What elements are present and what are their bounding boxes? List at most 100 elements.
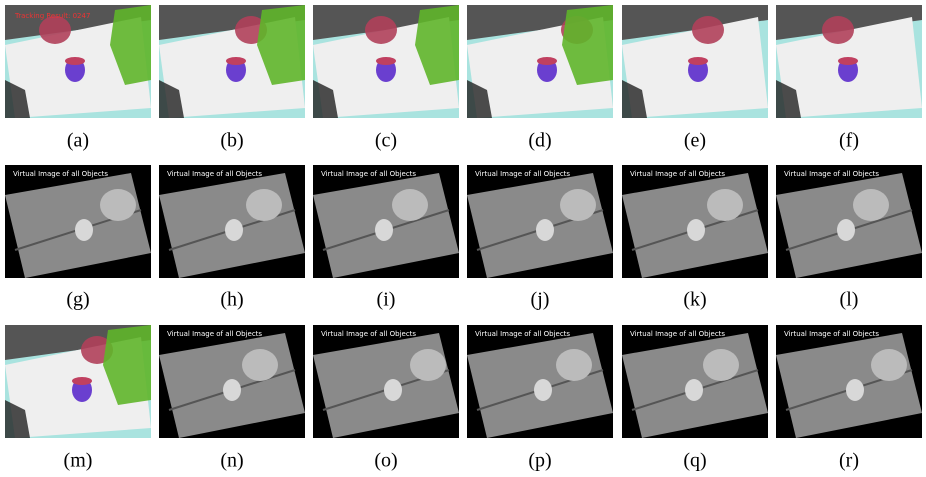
panel-image <box>5 325 151 438</box>
overlay-text: Virtual Image of all Objects <box>321 330 416 338</box>
image-content <box>622 5 768 118</box>
panel-image <box>776 5 922 118</box>
caption: (l) <box>840 289 859 311</box>
overlay-text: Virtual Image of all Objects <box>784 170 879 178</box>
image-content: Virtual Image of all Objects <box>776 165 922 278</box>
hand <box>100 189 136 221</box>
cup <box>375 219 393 241</box>
cup <box>536 219 554 241</box>
image-content: Tracking Result: 0247 <box>5 5 151 118</box>
hand <box>410 349 446 381</box>
hand <box>556 349 592 381</box>
panel-image: Virtual Image of all Objects <box>467 165 613 278</box>
panel-image: Virtual Image of all Objects <box>776 165 922 278</box>
panel-image: Virtual Image of all Objects <box>622 165 768 278</box>
caption: (b) <box>220 130 243 152</box>
image-content <box>313 5 459 118</box>
image-content: Virtual Image of all Objects <box>622 165 768 278</box>
caption: (e) <box>684 130 706 152</box>
panel-image: Virtual Image of all Objects <box>622 325 768 438</box>
image-content <box>159 5 305 118</box>
cup-top <box>72 377 92 385</box>
caption: (f) <box>839 130 859 152</box>
hand <box>242 349 278 381</box>
overlay-text: Virtual Image of all Objects <box>475 330 570 338</box>
cup <box>225 219 243 241</box>
panel-image: Virtual Image of all Objects <box>159 165 305 278</box>
cup-top <box>65 57 85 65</box>
image-content: Virtual Image of all Objects <box>467 325 613 438</box>
caption: (i) <box>377 289 396 311</box>
caption: (r) <box>839 450 859 472</box>
object <box>692 16 724 44</box>
image-content: Virtual Image of all Objects <box>622 325 768 438</box>
panel-image: Tracking Result: 0247 <box>5 5 151 118</box>
overlay-text: Virtual Image of all Objects <box>167 170 262 178</box>
caption: (a) <box>67 130 89 152</box>
object <box>39 16 71 44</box>
caption: (q) <box>683 450 706 472</box>
panel-image: Virtual Image of all Objects <box>159 325 305 438</box>
caption: (n) <box>220 450 243 472</box>
object <box>365 16 397 44</box>
image-content <box>467 5 613 118</box>
image-content: Virtual Image of all Objects <box>313 165 459 278</box>
image-content: Virtual Image of all Objects <box>5 165 151 278</box>
overlay-text: Virtual Image of all Objects <box>321 170 416 178</box>
panel-image <box>159 5 305 118</box>
cup-top <box>226 57 246 65</box>
hand <box>246 189 282 221</box>
cup <box>75 219 93 241</box>
overlay-text: Tracking Result: 0247 <box>14 12 90 20</box>
hand <box>560 189 596 221</box>
object <box>822 16 854 44</box>
image-content <box>776 5 922 118</box>
panel-image <box>313 5 459 118</box>
figure: Tracking Result: 0247 (a) (b) (c) (d) (e) (f) V… <box>0 0 926 477</box>
cup <box>384 379 402 401</box>
panel-image: Virtual Image of all Objects <box>313 325 459 438</box>
caption: (p) <box>528 450 551 472</box>
image-content: Virtual Image of all Objects <box>467 165 613 278</box>
hand <box>871 349 907 381</box>
image-content: Virtual Image of all Objects <box>159 325 305 438</box>
cup <box>223 379 241 401</box>
image-content <box>5 325 151 438</box>
caption: (m) <box>64 450 93 472</box>
overlay-text: Virtual Image of all Objects <box>167 330 262 338</box>
cup <box>837 219 855 241</box>
overlay-text: Virtual Image of all Objects <box>630 330 725 338</box>
hand <box>703 349 739 381</box>
cup-top <box>838 57 858 65</box>
caption: (d) <box>528 130 551 152</box>
panel-image: Virtual Image of all Objects <box>313 165 459 278</box>
image-content: Virtual Image of all Objects <box>313 325 459 438</box>
caption: (k) <box>683 289 706 311</box>
caption: (h) <box>220 289 243 311</box>
caption: (c) <box>375 130 397 152</box>
panel-image <box>467 5 613 118</box>
cup-top <box>688 57 708 65</box>
caption: (g) <box>66 289 89 311</box>
overlay-text: Virtual Image of all Objects <box>475 170 570 178</box>
hand <box>392 189 428 221</box>
hand <box>853 189 889 221</box>
cup <box>687 219 705 241</box>
hand <box>707 189 743 221</box>
overlay-text: Virtual Image of all Objects <box>13 170 108 178</box>
caption: (j) <box>531 289 550 311</box>
cup <box>685 379 703 401</box>
overlay-text: Virtual Image of all Objects <box>630 170 725 178</box>
image-content: Virtual Image of all Objects <box>159 165 305 278</box>
cup-top <box>376 57 396 65</box>
panel-image: Virtual Image of all Objects <box>776 325 922 438</box>
caption: (o) <box>374 450 397 472</box>
overlay-text: Virtual Image of all Objects <box>784 330 879 338</box>
panel-image <box>622 5 768 118</box>
panel-image: Virtual Image of all Objects <box>467 325 613 438</box>
panel-image: Virtual Image of all Objects <box>5 165 151 278</box>
image-content: Virtual Image of all Objects <box>776 325 922 438</box>
cup <box>534 379 552 401</box>
cup <box>846 379 864 401</box>
cup-top <box>537 57 557 65</box>
